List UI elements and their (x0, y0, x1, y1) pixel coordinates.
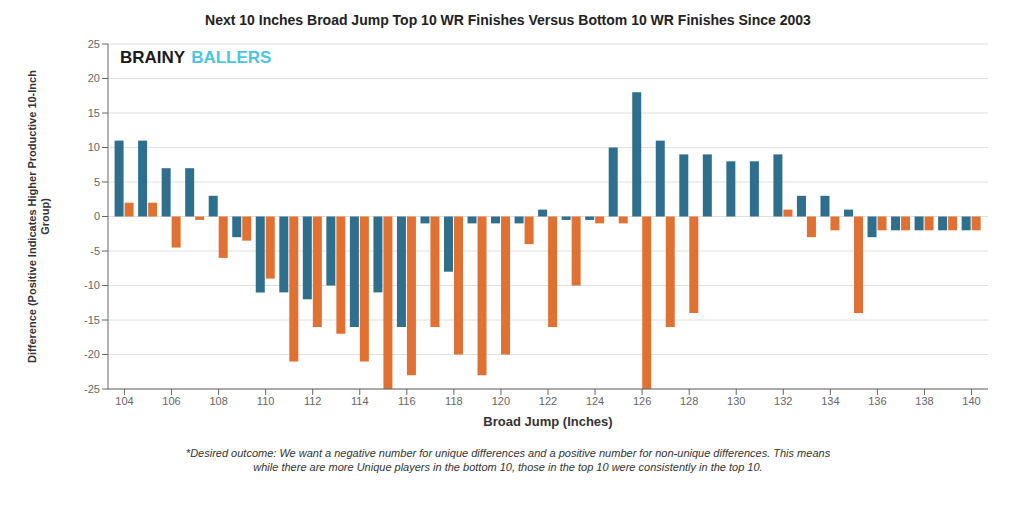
svg-text:0: 0 (94, 210, 100, 222)
svg-text:118: 118 (445, 395, 463, 407)
html-text:BRAINY BALLERS: BRAINY BALLERS (120, 48, 272, 67)
svg-text:-5: -5 (90, 245, 100, 257)
svg-text:138: 138 (915, 395, 933, 407)
svg-text:-20: -20 (84, 348, 100, 360)
html-text:Next 10 Inches Broad Jump Top: Next 10 Inches Broad Jump Top 10 WR Fini… (205, 12, 811, 28)
svg-text:-15: -15 (84, 314, 100, 326)
svg-text:25: 25 (88, 38, 100, 50)
svg-text:140: 140 (962, 395, 980, 407)
svg-text:128: 128 (680, 395, 698, 407)
svg-text:108: 108 (209, 395, 227, 407)
svg-text:130: 130 (727, 395, 745, 407)
svg-text:124: 124 (586, 395, 604, 407)
svg-text:20: 20 (88, 72, 100, 84)
svg-text:5: 5 (94, 176, 100, 188)
svg-text:110: 110 (257, 395, 275, 407)
svg-text:Difference (Positive Indicates: Difference (Positive Indicates Higher Pr… (26, 70, 51, 363)
svg-text:15: 15 (88, 107, 100, 119)
svg-text:120: 120 (492, 395, 510, 407)
svg-text:134: 134 (821, 395, 839, 407)
svg-text:132: 132 (774, 395, 792, 407)
svg-text:114: 114 (351, 395, 369, 407)
svg-text:104: 104 (115, 395, 133, 407)
svg-text:126: 126 (633, 395, 651, 407)
svg-text:112: 112 (304, 395, 322, 407)
svg-text:106: 106 (162, 395, 180, 407)
svg-text:116: 116 (398, 395, 416, 407)
svg-text:122: 122 (539, 395, 557, 407)
svg-text:136: 136 (868, 395, 886, 407)
svg-text:10: 10 (88, 141, 100, 153)
svg-text:Broad Jump (Inches): Broad Jump (Inches) (483, 414, 612, 429)
html-text:*Desired outcome: We want a ne: *Desired outcome: We want a negative num… (185, 447, 831, 473)
svg-text:-10: -10 (84, 279, 100, 291)
svg-text:-25: -25 (84, 383, 100, 395)
